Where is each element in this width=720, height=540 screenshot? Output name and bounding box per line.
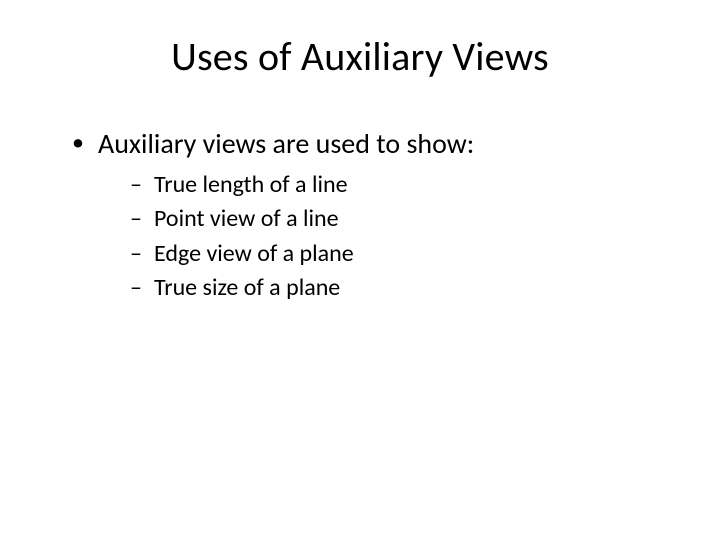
list-item-text: Edge view of a plane bbox=[154, 239, 354, 268]
list-item: Auxiliary views are used to show: True l… bbox=[72, 125, 672, 304]
slide-body: Auxiliary views are used to show: True l… bbox=[48, 125, 672, 304]
slide: Uses of Auxiliary Views Auxiliary views … bbox=[0, 0, 720, 540]
bullet-list-level2: True length of a line Point view of a li… bbox=[98, 169, 672, 305]
list-item-text: Auxiliary views are used to show: bbox=[98, 126, 474, 161]
list-item: True size of a plane bbox=[130, 272, 672, 304]
list-item-text: True length of a line bbox=[154, 170, 348, 199]
list-item-text: True size of a plane bbox=[154, 273, 340, 302]
bullet-list-level1: Auxiliary views are used to show: True l… bbox=[48, 125, 672, 304]
list-item: Edge view of a plane bbox=[130, 238, 672, 270]
slide-title: Uses of Auxiliary Views bbox=[48, 32, 672, 81]
list-item-text: Point view of a line bbox=[154, 204, 339, 233]
list-item: Point view of a line bbox=[130, 203, 672, 235]
list-item: True length of a line bbox=[130, 169, 672, 201]
